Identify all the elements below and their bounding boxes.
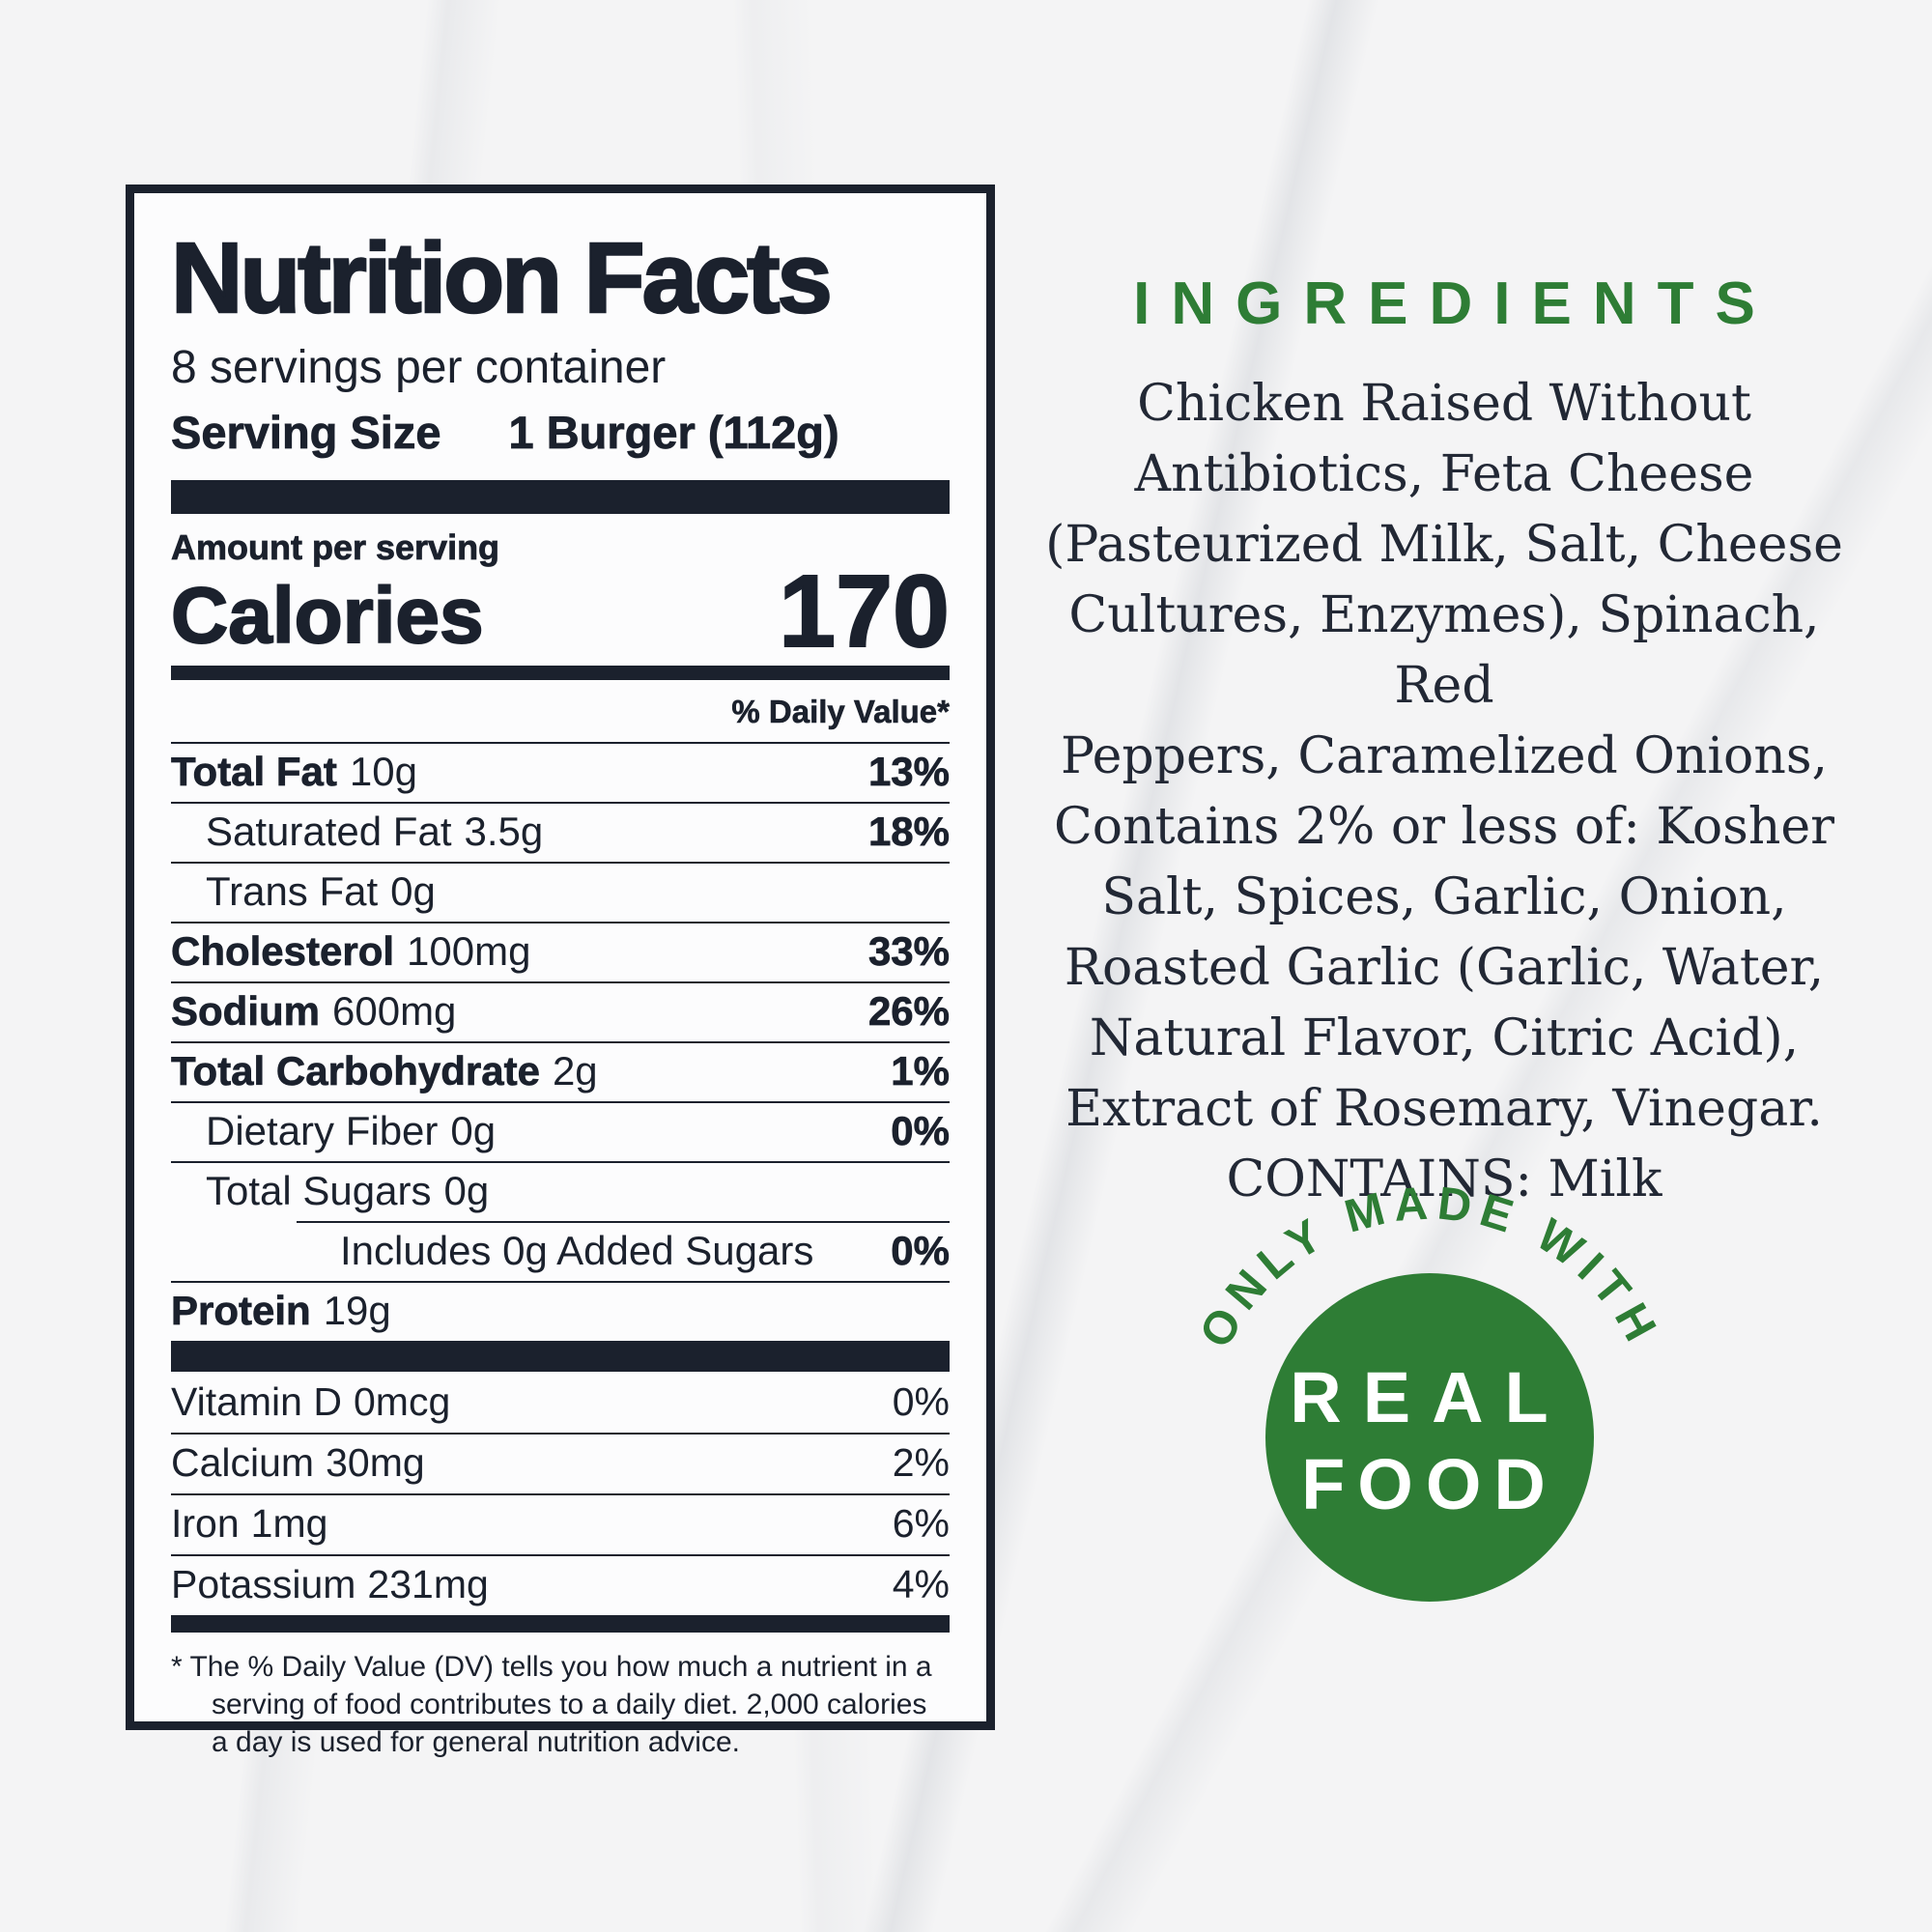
- nutrient-name: Vitamin D: [171, 1379, 342, 1425]
- nutrient-name: Total Fat: [171, 749, 338, 795]
- nutrient-amount: 3.5g: [464, 809, 544, 855]
- nutrient-name: Includes 0g Added Sugars: [340, 1228, 814, 1274]
- nutrient-row: Saturated Fat 3.5g 18%: [171, 802, 950, 862]
- daily-value-percent: 1%: [891, 1048, 950, 1094]
- divider-bar-medium: [171, 666, 950, 681]
- divider-bar-medium: [171, 1615, 950, 1634]
- daily-value-footnote: * The % Daily Value (DV) tells you how m…: [171, 1651, 932, 1759]
- nutrient-amount: 0mcg: [353, 1379, 451, 1425]
- nutrient-name: Dietary Fiber: [206, 1108, 439, 1154]
- daily-value-percent: 0%: [892, 1379, 950, 1425]
- nutrient-name: Calcium: [171, 1440, 315, 1486]
- serving-size-label: Serving Size: [171, 407, 441, 459]
- nutrient-amount: 19g: [323, 1288, 391, 1334]
- nutrient-row: Trans Fat 0g: [171, 862, 950, 922]
- nutrient-rows: Total Fat 10g 13% Saturated Fat 3.5g 18% Trans…: [171, 742, 950, 1341]
- nutrient-amount: 10g: [349, 749, 417, 795]
- nutrient-amount: 2g: [552, 1048, 598, 1094]
- ingredients-heading: INGREDIENTS: [1133, 270, 1776, 338]
- nutrient-name: Iron: [171, 1501, 240, 1547]
- nutrient-amount: 0g: [390, 868, 436, 915]
- vitamin-row: Iron 1mg 6%: [171, 1493, 950, 1554]
- calories-value: 170: [778, 554, 951, 669]
- divider-bar-thick: [171, 480, 950, 515]
- vitamin-rows: Vitamin D 0mcg 0% Calcium 30mg 2% Iron 1mg 6% Pot…: [171, 1372, 950, 1615]
- nutrient-name: Cholesterol: [171, 928, 395, 975]
- nutrient-amount: 0g: [450, 1108, 497, 1154]
- calories-label: Calories: [170, 572, 485, 661]
- nutrient-name: Sodium: [171, 988, 321, 1035]
- nutrient-amount: 0g: [443, 1168, 490, 1214]
- nutrient-amount: 30mg: [326, 1440, 425, 1486]
- real-food-badge-icon: ONLY MADE WITH REAL FOOD: [1190, 1178, 1662, 1602]
- nutrient-name: Total Sugars: [206, 1168, 432, 1214]
- nutrient-row: Cholesterol 100mg 33%: [171, 922, 950, 981]
- nutrient-row: Dietary Fiber 0g 0%: [171, 1101, 950, 1161]
- nutrition-facts-title: Nutrition Facts: [170, 222, 834, 333]
- vitamin-row: Potassium 231mg 4%: [171, 1554, 950, 1615]
- serving-size-row: Serving Size 1 Burger (112g): [171, 406, 950, 459]
- vitamin-row: Calcium 30mg 2%: [171, 1433, 950, 1493]
- daily-value-percent: 0%: [891, 1108, 950, 1154]
- vitamin-row: Vitamin D 0mcg 0%: [171, 1372, 950, 1433]
- ingredients-text: Chicken Raised Without Antibiotics, Feta…: [1045, 375, 1843, 1208]
- nutrient-row: Includes 0g Added Sugars 0%: [171, 1221, 950, 1281]
- servings-per-container: 8 servings per container: [171, 342, 667, 393]
- daily-value-percent: 2%: [892, 1440, 950, 1486]
- nutrient-row: Total Fat 10g 13%: [171, 742, 950, 802]
- divider-bar-thick: [171, 1341, 950, 1373]
- nutrient-row: Sodium 600mg 26%: [171, 981, 950, 1041]
- nutrient-amount: 231mg: [367, 1562, 489, 1607]
- nutrient-row: Protein 19g: [171, 1281, 950, 1341]
- nutrient-amount: 100mg: [407, 928, 531, 975]
- daily-value-percent: 33%: [867, 928, 951, 975]
- daily-value-percent: 26%: [867, 988, 951, 1035]
- nutrient-amount: 600mg: [332, 988, 457, 1035]
- calories-row: Calories 170: [170, 554, 951, 669]
- daily-value-percent: 18%: [867, 809, 951, 855]
- amount-per-serving-label: Amount per serving: [171, 527, 500, 568]
- daily-value-header: % Daily Value*: [731, 694, 950, 730]
- nutrient-amount: 1mg: [250, 1501, 328, 1547]
- serving-size-value: 1 Burger (112g): [508, 407, 839, 459]
- badge-circle: [1265, 1273, 1594, 1602]
- nutrient-name: Protein: [171, 1288, 311, 1334]
- nutrition-facts-label: Nutrition Facts 8 servings per container…: [126, 185, 995, 1758]
- daily-value-percent: 13%: [867, 749, 951, 795]
- nutrient-name: Total Carbohydrate: [171, 1048, 541, 1094]
- nutrient-name: Trans Fat: [206, 868, 379, 915]
- daily-value-percent: 4%: [892, 1562, 950, 1607]
- badge-food-text: FOOD: [1301, 1444, 1558, 1524]
- badge-real-text: REAL: [1290, 1357, 1569, 1437]
- nutrient-row: Total Sugars 0g: [171, 1161, 950, 1221]
- daily-value-percent: 0%: [891, 1228, 950, 1274]
- daily-value-percent: 6%: [892, 1501, 950, 1547]
- nutrient-row: Total Carbohydrate 2g 1%: [171, 1041, 950, 1101]
- nutrient-name: Potassium: [171, 1562, 356, 1607]
- real-food-badge: ONLY MADE WITH REAL FOOD: [1150, 1178, 1710, 1642]
- nutrient-name: Saturated Fat: [206, 809, 452, 855]
